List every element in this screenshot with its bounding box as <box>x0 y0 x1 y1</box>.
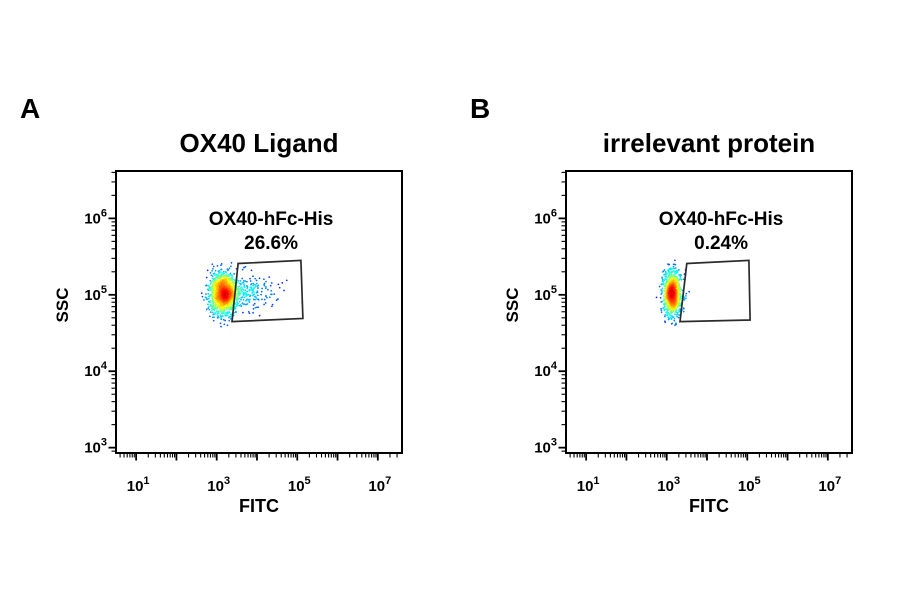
y-tick-label: 105 <box>84 284 107 304</box>
plot-frame <box>565 170 853 454</box>
panel-a-chart: A OX40 Ligand 101 103 105 107 103 104 105 106 FITC… <box>20 93 403 516</box>
axis-ticks <box>108 171 398 461</box>
y-tick-label: 104 <box>534 360 558 380</box>
x-tick-label: 103 <box>657 475 680 495</box>
y-tick-label: 105 <box>534 284 557 304</box>
panel-letter: B <box>470 93 490 124</box>
axis-ticks <box>558 171 848 461</box>
y-tick-label: 103 <box>84 437 107 457</box>
gate-percent-label: 26.6% <box>244 233 298 254</box>
y-axis-label: SSC <box>503 288 522 323</box>
x-tick-label: 101 <box>577 475 600 495</box>
scatter-points <box>200 262 304 328</box>
gate-percent-label: 0.24% <box>694 233 748 254</box>
gate-label: OX40-hFc-His <box>659 209 784 230</box>
x-axis-label: FITC <box>689 496 729 516</box>
x-tick-label: 107 <box>368 475 391 495</box>
y-axis-label: SSC <box>53 288 72 323</box>
y-tick-label: 106 <box>534 207 557 227</box>
panel-a: A OX40 Ligand 101 103 105 107 103 104 105 106 FITC… <box>20 93 403 516</box>
panel-title: OX40 Ligand <box>180 128 339 158</box>
plot-frame <box>115 170 403 454</box>
y-tick-label: 106 <box>84 207 107 227</box>
x-tick-label: 105 <box>738 475 761 495</box>
gate-polygon <box>231 259 304 323</box>
panel-letter: A <box>20 93 40 124</box>
x-tick-label: 103 <box>207 475 230 495</box>
y-tick-label: 103 <box>534 437 557 457</box>
gate-polygon <box>679 259 751 323</box>
y-tick-label: 104 <box>84 360 108 380</box>
x-axis-label: FITC <box>239 496 279 516</box>
panel-title: irrelevant protein <box>603 128 815 158</box>
x-tick-label: 105 <box>288 475 311 495</box>
x-tick-label: 101 <box>127 475 150 495</box>
gate-label: OX40-hFc-His <box>209 209 334 230</box>
scatter-points <box>655 259 691 326</box>
x-tick-label: 107 <box>818 475 841 495</box>
